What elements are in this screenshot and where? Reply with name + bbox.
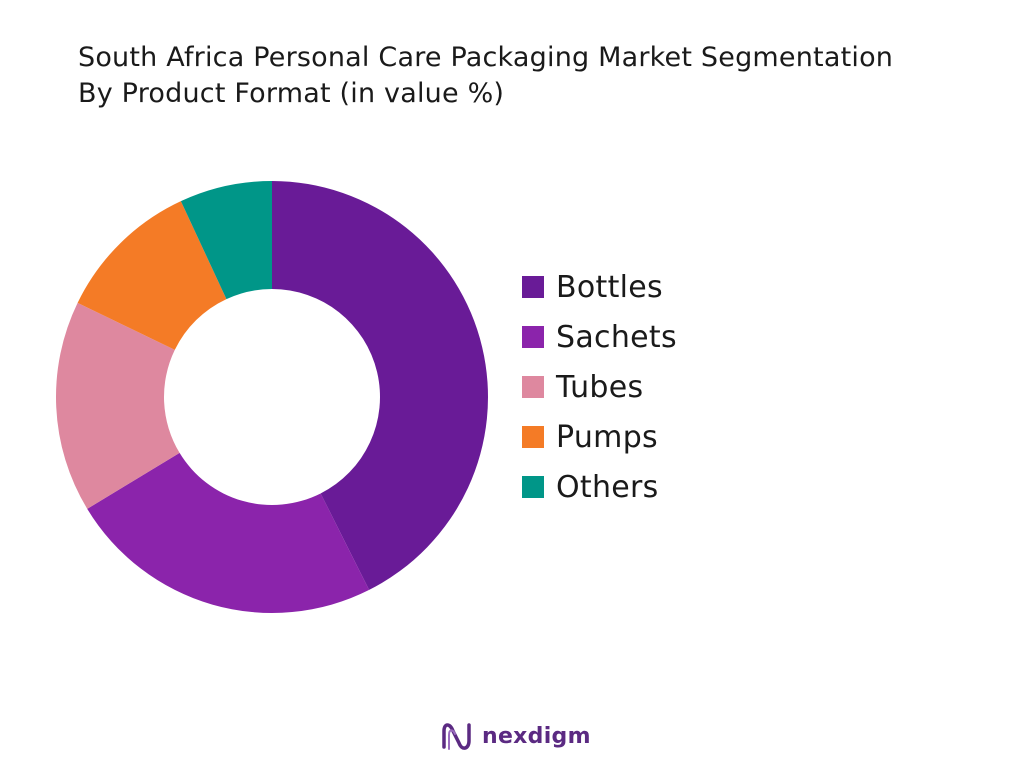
legend-swatch bbox=[522, 326, 544, 348]
legend-item-tubes: Tubes bbox=[522, 362, 677, 412]
slice-sachets bbox=[87, 452, 370, 613]
slice-pumps bbox=[77, 201, 227, 350]
legend-item-pumps: Pumps bbox=[522, 412, 677, 462]
slice-bottles bbox=[272, 181, 488, 590]
chart-title: South Africa Personal Care Packaging Mar… bbox=[78, 40, 1018, 112]
legend-swatch bbox=[522, 276, 544, 298]
chart-legend: Bottles Sachets Tubes Pumps Others bbox=[522, 262, 677, 512]
legend-label: Tubes bbox=[556, 369, 644, 405]
legend-label: Others bbox=[556, 469, 659, 505]
chart-title-line1: South Africa Personal Care Packaging Mar… bbox=[78, 42, 894, 73]
slice-tubes bbox=[56, 302, 180, 509]
legend-item-sachets: Sachets bbox=[522, 312, 677, 362]
legend-label: Bottles bbox=[556, 269, 663, 305]
legend-swatch bbox=[522, 426, 544, 448]
legend-item-others: Others bbox=[522, 462, 677, 512]
slice-others bbox=[180, 181, 272, 300]
nexdigm-logo-text: nexdigm bbox=[482, 723, 591, 749]
legend-label: Pumps bbox=[556, 419, 658, 455]
nexdigm-logo-icon bbox=[442, 723, 471, 750]
legend-swatch bbox=[522, 476, 544, 498]
legend-swatch bbox=[522, 376, 544, 398]
legend-item-bottles: Bottles bbox=[522, 262, 677, 312]
nexdigm-logo: nexdigm bbox=[440, 716, 591, 756]
chart-title-line2: By Product Format (in value %) bbox=[78, 78, 505, 109]
legend-label: Sachets bbox=[556, 319, 677, 355]
